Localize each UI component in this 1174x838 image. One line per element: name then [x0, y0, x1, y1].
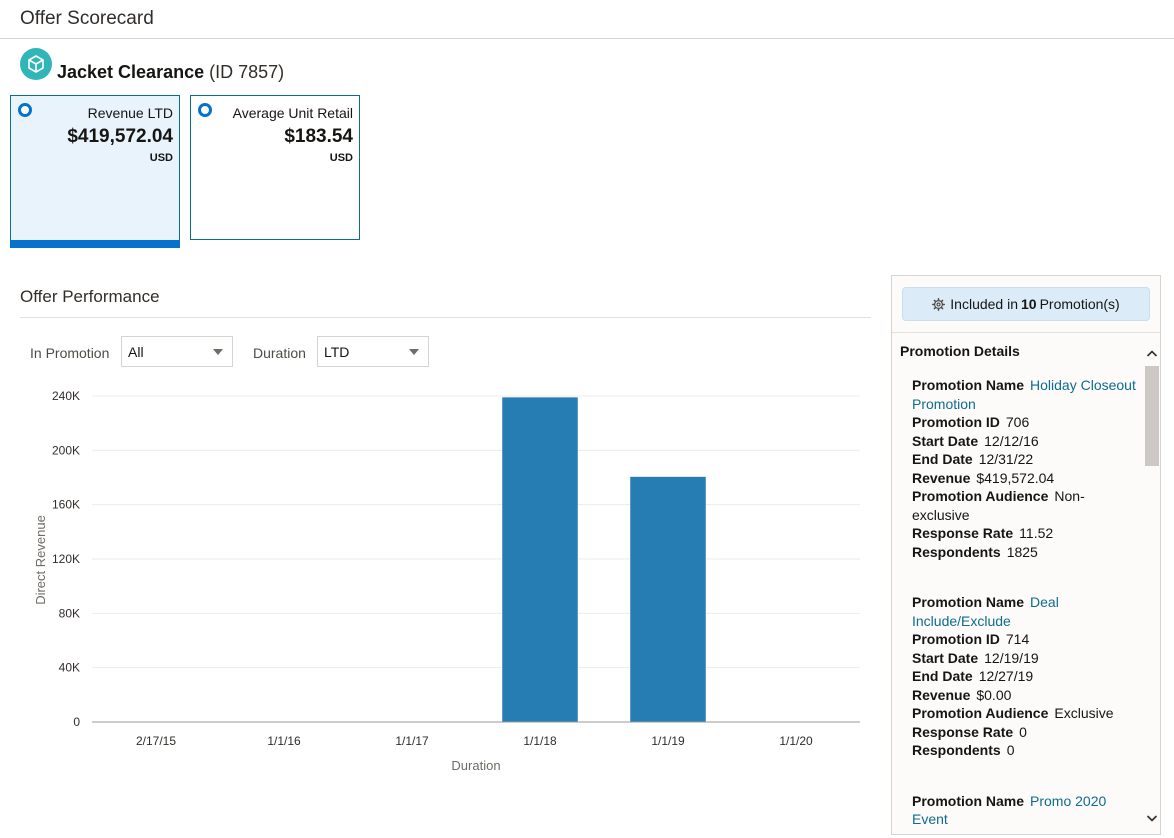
revenue-value: $419,572.04 — [976, 469, 1055, 486]
cube-icon — [20, 48, 52, 80]
y-tick-label: 200K — [52, 443, 80, 457]
section-divider — [20, 317, 871, 318]
included-promotions-button[interactable]: Included in 10 Promotion(s) — [902, 287, 1150, 321]
caret-down-icon — [409, 349, 419, 355]
promotion-name-link[interactable]: Deal Include/Exclude — [912, 594, 1059, 629]
promotion-item: Promotion Name Deal Include/Exclude Promo… — [900, 593, 1140, 760]
audience-value: Exclusive — [1054, 705, 1114, 721]
revenue-value: $0.00 — [976, 686, 1012, 703]
y-tick-label: 80K — [59, 606, 80, 620]
x-tick-label: 1/1/17 — [395, 734, 429, 748]
promotion-item: Promotion Name Holiday Closeout Promotion… — [900, 376, 1140, 561]
duration-value: LTD — [324, 344, 350, 360]
y-tick-label: 120K — [52, 552, 80, 566]
end-date-value: 12/31/22 — [978, 451, 1034, 467]
x-tick-label: 1/1/16 — [267, 734, 301, 748]
metric-label: Average Unit Retail — [232, 105, 353, 121]
metric-label: Revenue LTD — [87, 105, 173, 121]
start-date-value: 12/19/19 — [984, 649, 1039, 666]
metric-card-average-unit-retail[interactable]: Average Unit Retail $183.54 USD — [190, 95, 360, 240]
respondents-label: Respondents — [912, 742, 1001, 758]
response-rate-value: 0 — [1019, 723, 1027, 740]
start-date-label: Start Date — [912, 432, 979, 449]
revenue-label: Revenue — [912, 469, 971, 486]
chevron-down-icon[interactable] — [1146, 812, 1158, 824]
promotion-name-link[interactable]: Holiday Closeout Promotion — [912, 377, 1136, 412]
promotions-panel: Included in 10 Promotion(s) Promotion De… — [891, 275, 1161, 835]
offer-name: Jacket Clearance — [57, 62, 205, 82]
respondents-value: 1825 — [1006, 543, 1038, 560]
promotion-details-title: Promotion Details — [900, 343, 1020, 359]
audience-label: Promotion Audience — [912, 705, 1049, 721]
end-date-value: 12/27/19 — [978, 668, 1034, 684]
details-scrollbar[interactable] — [1143, 344, 1160, 824]
in-promotion-select[interactable]: All — [121, 336, 233, 367]
x-axis-label: Duration — [451, 758, 500, 773]
offer-id: (ID 7857) — [209, 62, 285, 82]
metric-value: $419,572.04 — [67, 126, 173, 147]
promotion-id-value: 714 — [1005, 631, 1030, 647]
promotion-name-link[interactable]: Promo 2020 Event — [912, 792, 1107, 828]
title-bar: Offer Scorecard — [0, 0, 1174, 39]
y-tick-label: 160K — [52, 498, 80, 512]
end-date-label: End Date — [912, 451, 973, 467]
response-rate-label: Response Rate — [912, 723, 1014, 740]
audience-label: Promotion Audience — [912, 488, 1049, 504]
section-title-offer-performance: Offer Performance — [20, 287, 160, 306]
radio-selected-icon[interactable] — [18, 103, 32, 117]
duration-select[interactable]: LTD — [317, 336, 429, 367]
selected-indicator — [10, 240, 180, 248]
audience-value: Non-exclusive — [912, 488, 1085, 523]
metric-value: $183.54 — [284, 126, 353, 147]
promotion-id-label: Promotion ID — [912, 631, 1000, 647]
x-tick-label: 1/1/19 — [651, 734, 685, 748]
bar-1-1-19[interactable] — [630, 476, 706, 722]
metric-unit: USD — [329, 152, 353, 164]
respondents-value: 0 — [1006, 742, 1015, 758]
start-date-label: Start Date — [912, 649, 979, 666]
promotion-name-label: Promotion Name — [912, 594, 1025, 610]
promotion-name-label: Promotion Name — [912, 377, 1025, 393]
x-tick-label: 1/1/20 — [779, 734, 813, 748]
included-count: 10 — [1021, 296, 1037, 312]
promotion-id-label: Promotion ID — [912, 414, 1000, 430]
revenue-label: Revenue — [912, 686, 971, 703]
promotion-item: Promotion Name Promo 2020 Event — [900, 792, 1140, 829]
start-date-value: 12/12/16 — [984, 432, 1039, 449]
metric-unit: USD — [149, 152, 173, 164]
offer-header: Jacket Clearance (ID 7857) — [20, 48, 284, 82]
included-prefix: Included in — [950, 296, 1018, 312]
promotion-id-value: 706 — [1005, 414, 1030, 430]
chevron-up-icon[interactable] — [1146, 348, 1158, 360]
scrollbar-thumb[interactable] — [1145, 366, 1159, 466]
promotion-details-list: Promotion Name Holiday Closeout Promotion… — [900, 376, 1140, 834]
duration-label: Duration — [253, 345, 306, 361]
gear-icon — [932, 297, 946, 311]
response-rate-value: 11.52 — [1019, 525, 1054, 541]
direct-revenue-chart: 0 40K 80K 120K 160K 200K 240K 2/17/15 1/1/16 1/1/… — [33, 389, 860, 773]
page-title: Offer Scorecard — [20, 8, 154, 29]
respondents-label: Respondents — [912, 543, 1001, 560]
y-tick-label: 240K — [52, 389, 80, 403]
panel-divider — [892, 332, 1160, 333]
metric-card-revenue-ltd[interactable]: Revenue LTD $419,572.04 USD — [10, 95, 180, 248]
y-tick-label: 0 — [73, 715, 80, 729]
end-date-label: End Date — [912, 668, 973, 684]
y-tick-label: 40K — [59, 661, 80, 675]
in-promotion-value: All — [128, 344, 144, 360]
promotion-name-label: Promotion Name — [912, 792, 1025, 809]
included-suffix: Promotion(s) — [1039, 296, 1120, 312]
in-promotion-label: In Promotion — [30, 345, 110, 361]
bar-1-1-18[interactable] — [502, 397, 578, 722]
radio-icon[interactable] — [198, 103, 212, 117]
caret-down-icon — [213, 349, 223, 355]
y-axis-label: Direct Revenue — [33, 515, 48, 605]
x-tick-label: 2/17/15 — [136, 734, 176, 748]
x-tick-label: 1/1/18 — [523, 734, 557, 748]
response-rate-label: Response Rate — [912, 525, 1014, 541]
